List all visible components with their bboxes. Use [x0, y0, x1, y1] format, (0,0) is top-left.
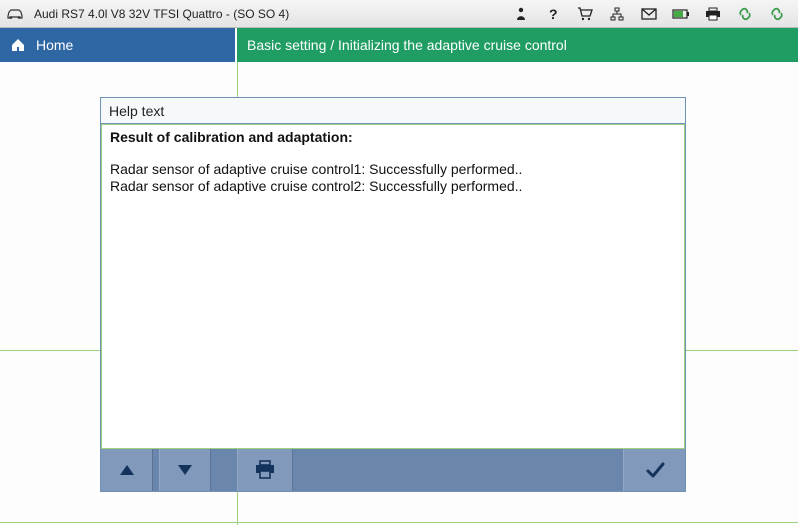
down-button[interactable] [159, 449, 211, 491]
home-icon [10, 37, 26, 53]
panel-footer [101, 449, 685, 491]
panel-body: Result of calibration and adaptation: Ra… [101, 124, 685, 449]
footer-gap [217, 449, 231, 491]
result-line: Radar sensor of adaptive cruise control2… [110, 178, 676, 196]
result-panel: Help text Result of calibration and adap… [100, 97, 686, 492]
help-icon[interactable]: ? [544, 5, 562, 23]
breadcrumb-text: Basic setting / Initializing the adaptiv… [247, 37, 567, 53]
breadcrumb: Basic setting / Initializing the adaptiv… [237, 28, 798, 62]
toolbar: ? [512, 5, 792, 23]
confirm-button[interactable] [623, 449, 685, 491]
cart-icon[interactable] [576, 5, 594, 23]
result-line: Radar sensor of adaptive cruise control1… [110, 161, 676, 179]
result-title: Result of calibration and adaptation: [110, 129, 676, 147]
home-label: Home [36, 37, 73, 53]
person-icon[interactable] [512, 5, 530, 23]
print-button[interactable] [237, 449, 293, 491]
link-icon-1[interactable] [736, 5, 754, 23]
link-icon-2[interactable] [768, 5, 786, 23]
workspace: Help text Result of calibration and adap… [0, 62, 798, 525]
footer-spacer [299, 449, 617, 491]
print-icon[interactable] [704, 5, 722, 23]
home-tab[interactable]: Home [0, 28, 237, 62]
car-icon [6, 8, 24, 20]
mail-icon[interactable] [640, 5, 658, 23]
nav-bar: Home Basic setting / Initializing the ad… [0, 28, 798, 62]
svg-text:?: ? [549, 7, 558, 21]
battery-icon[interactable] [672, 5, 690, 23]
vehicle-title: Audi RS7 4.0l V8 32V TFSI Quattro - (SO … [34, 7, 512, 21]
tree-icon[interactable] [608, 5, 626, 23]
up-button[interactable] [101, 449, 153, 491]
top-bar: Audi RS7 4.0l V8 32V TFSI Quattro - (SO … [0, 0, 798, 28]
panel-header: Help text [101, 98, 685, 124]
